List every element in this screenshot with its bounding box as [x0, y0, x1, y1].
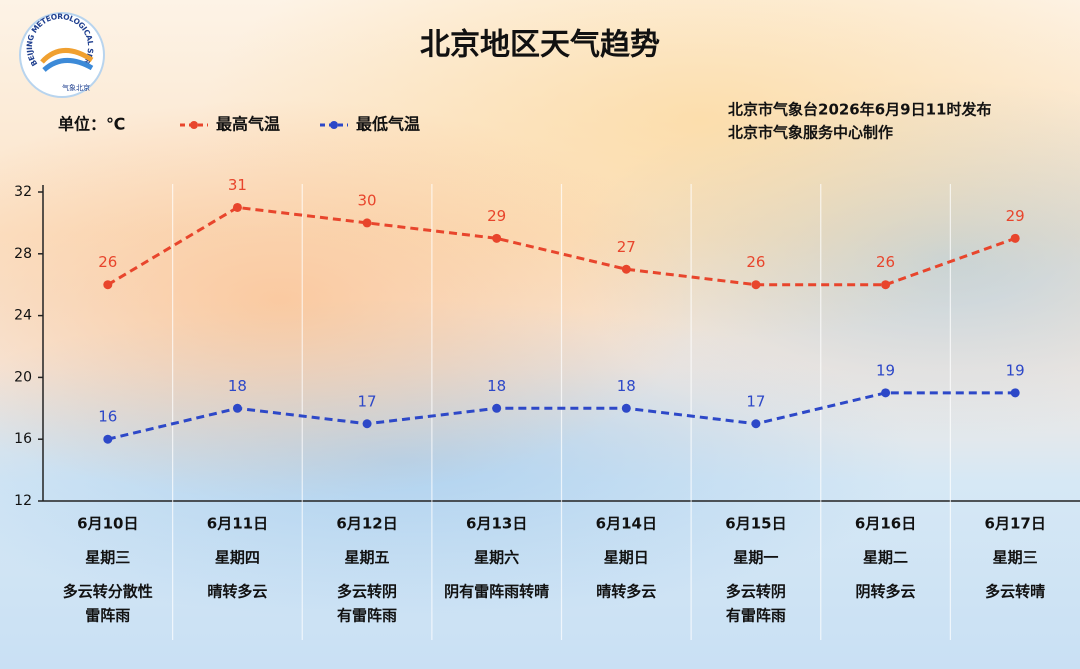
point — [492, 403, 502, 413]
weekday: 星期三 — [85, 549, 130, 567]
point — [362, 218, 372, 228]
x-tick-label: 6月12日 — [336, 515, 397, 533]
point — [492, 233, 502, 243]
weather: 多云转分散性 — [63, 583, 153, 601]
weather: 晴转多云 — [207, 583, 267, 601]
weekday: 星期日 — [604, 549, 649, 567]
source: 北京市气象服务中心制作 — [728, 124, 893, 142]
data-label: 30 — [358, 191, 377, 209]
data-label: 31 — [228, 176, 247, 194]
logo — [19, 12, 105, 98]
data-label: 26 — [746, 253, 765, 271]
y-tick-label: 20 — [14, 369, 32, 385]
weekday: 星期二 — [863, 549, 908, 567]
chart-title: 北京地区天气趋势 — [420, 28, 660, 63]
legend-label: 最高气温 — [216, 115, 280, 134]
y-tick-label: 32 — [14, 184, 32, 200]
y-tick-label: 28 — [14, 246, 32, 262]
point — [232, 403, 242, 413]
data-label: 17 — [746, 392, 765, 410]
legend-marker — [330, 121, 338, 129]
weekday: 星期六 — [474, 549, 519, 567]
weather: 有雷阵雨 — [337, 607, 397, 625]
x-tick-label: 6月13日 — [466, 515, 527, 533]
weather: 阴转多云 — [856, 583, 916, 601]
point — [621, 403, 631, 413]
y-tick-label: 24 — [14, 308, 32, 324]
weather: 雷阵雨 — [85, 607, 130, 625]
x-tick-label: 6月16日 — [855, 515, 916, 533]
weather: 多云转阴 — [726, 583, 786, 601]
legend-marker — [190, 121, 198, 129]
point — [751, 280, 761, 290]
x-tick-label: 6月15日 — [725, 515, 786, 533]
weekday: 星期五 — [345, 549, 390, 567]
x-tick-label: 6月10日 — [77, 515, 138, 533]
data-label: 18 — [617, 377, 636, 395]
data-label: 29 — [1006, 207, 1025, 225]
data-label: 29 — [487, 207, 506, 225]
weather: 有雷阵雨 — [726, 607, 786, 625]
point — [1010, 233, 1020, 243]
weekday: 星期三 — [993, 549, 1038, 567]
weather: 多云转阴 — [337, 583, 397, 601]
data-label: 26 — [98, 253, 117, 271]
line — [107, 391, 1016, 441]
data-label: 18 — [228, 377, 247, 395]
point — [751, 419, 761, 429]
point — [1010, 388, 1020, 398]
point — [362, 419, 372, 429]
point — [103, 434, 113, 444]
source: 北京市气象台2026年6月9日11时发布 — [728, 101, 992, 119]
x-tick-label: 6月11日 — [207, 515, 268, 533]
point — [103, 280, 113, 290]
point — [232, 202, 242, 212]
data-label: 16 — [98, 408, 117, 426]
point — [621, 264, 631, 274]
y-tick-label: 12 — [14, 493, 32, 509]
weather: 多云转晴 — [985, 583, 1045, 601]
data-label: 18 — [487, 377, 506, 395]
weekday: 星期四 — [215, 549, 260, 567]
y-tick-label: 16 — [14, 431, 32, 447]
data-label: 26 — [876, 253, 895, 271]
point — [881, 388, 891, 398]
line — [107, 205, 1016, 287]
data-label: 19 — [1006, 361, 1025, 379]
unit: 单位：℃ — [58, 115, 125, 134]
data-label: 17 — [358, 392, 377, 410]
weather: 晴转多云 — [596, 583, 656, 601]
x-tick-label: 6月17日 — [985, 515, 1046, 533]
weekday: 星期一 — [733, 549, 778, 567]
logo-name: 气象北京 — [62, 83, 90, 92]
data-label: 19 — [876, 361, 895, 379]
x-tick-label: 6月14日 — [596, 515, 657, 533]
legend-label: 最低气温 — [356, 115, 420, 134]
weather: 阴有雷阵雨转晴 — [444, 583, 549, 601]
data-label: 27 — [617, 238, 636, 256]
point — [881, 280, 891, 290]
